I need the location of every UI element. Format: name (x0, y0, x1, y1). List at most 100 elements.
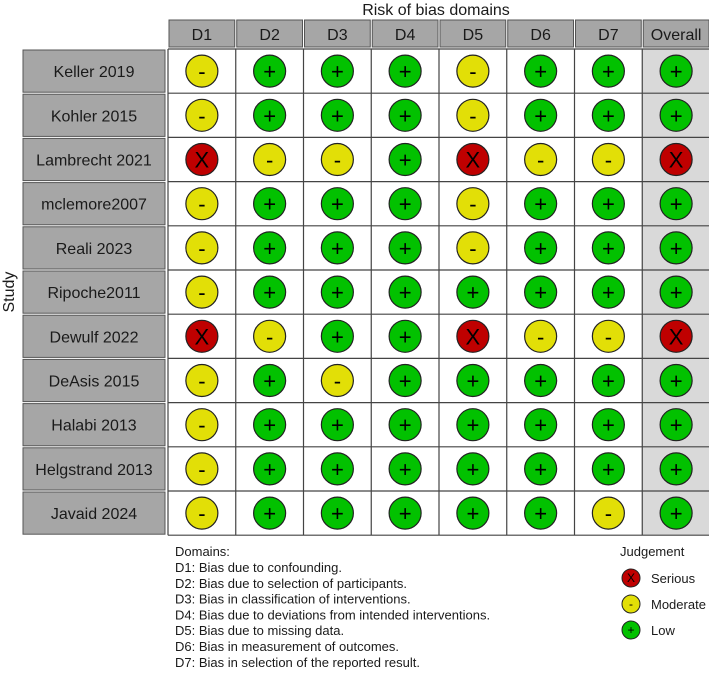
judgement-symbol: X (195, 324, 210, 349)
study-label: mclemore2007 (41, 197, 147, 214)
judgement-serious-mark (456, 142, 490, 177)
domain-header-label: D7 (598, 27, 619, 44)
judgement-symbol: - (469, 236, 476, 261)
judgement-low-mark (253, 187, 287, 221)
judgement-symbol: + (399, 280, 412, 305)
judgement-symbol: + (534, 103, 547, 128)
judgement-moderate-mark (253, 319, 287, 353)
study-label: Helgstrand 2013 (35, 462, 153, 479)
legend-swatch-symbol: X (627, 571, 635, 585)
domain-header-cell (371, 19, 439, 48)
domain-header-label: D3 (327, 27, 348, 44)
judgement-low-mark (524, 363, 558, 398)
study-label-cell (22, 270, 166, 314)
domain-header-cell (575, 19, 642, 48)
judgement-symbol: + (466, 457, 479, 482)
judgement-low-mark (659, 98, 693, 132)
judgement-low-mark (659, 408, 693, 442)
judgement-low-mark (659, 275, 693, 309)
study-label: DeAsis 2015 (49, 374, 140, 391)
judgement-low-mark (388, 275, 422, 309)
judgement-symbol: + (602, 103, 615, 128)
judgement-symbol: X (195, 148, 210, 173)
study-label-cell (22, 358, 166, 403)
judgement-symbol: + (534, 236, 547, 261)
judgement-low-mark (524, 187, 558, 221)
judgement-low-mark (524, 408, 558, 442)
legend-serious-swatch (621, 568, 641, 588)
judgement-low-mark (659, 54, 693, 88)
judgement-low-mark (659, 452, 693, 486)
judgement-symbol: + (399, 324, 412, 349)
judgement-symbol: + (670, 369, 683, 394)
judgement-moderate-mark (524, 319, 558, 353)
judgement-low-mark (253, 54, 287, 88)
judgement-symbol: + (602, 59, 615, 84)
judgement-low-mark (591, 231, 625, 265)
study-label: Kohler 2015 (51, 108, 137, 125)
domain-header-label: D2 (259, 27, 280, 44)
study-label: Javaid 2024 (51, 506, 137, 523)
judgement-low-mark (320, 54, 354, 88)
domain-header-label: D5 (463, 27, 484, 44)
judgement-symbol: - (198, 457, 205, 482)
judgement-symbol: - (198, 413, 205, 438)
judgement-low-mark (388, 408, 422, 442)
judgement-symbol: + (263, 280, 276, 305)
judgement-moderate-mark (456, 187, 490, 221)
judgement-symbol: + (466, 413, 479, 438)
domains-note-line: D7: Bias in selection of the reported re… (175, 655, 420, 670)
judgement-symbol: + (534, 59, 547, 84)
judgement-symbol: - (605, 148, 612, 173)
judgement-symbol: + (399, 236, 412, 261)
study-label-cell (22, 49, 166, 93)
judgement-low-mark (659, 496, 693, 530)
domains-note-heading: Domains: (175, 544, 230, 559)
judgement-low-mark (659, 363, 693, 398)
judgement-symbol: + (263, 369, 276, 394)
judgement-low-mark (591, 363, 625, 398)
judgement-symbol: + (534, 369, 547, 394)
judgement-symbol: - (605, 324, 612, 349)
legend-swatch-symbol: - (629, 597, 633, 611)
judgement-symbol: + (670, 280, 683, 305)
judgement-symbol: + (331, 324, 344, 349)
domains-note-line: D2: Bias due to selection of participant… (175, 576, 407, 591)
judgement-low-mark (591, 187, 625, 221)
judgement-moderate-mark (185, 275, 219, 309)
judgement-symbol: - (266, 148, 273, 173)
study-label: Keller 2019 (54, 64, 135, 81)
legend-label: Low (651, 623, 675, 638)
study-label: Reali 2023 (56, 241, 133, 258)
study-label-cell (22, 447, 166, 491)
judgement-symbol: + (331, 59, 344, 84)
judgement-moderate-mark (591, 319, 625, 353)
y-axis-label: Study (1, 272, 18, 313)
judgement-symbol: + (466, 280, 479, 305)
judgement-low-mark (320, 452, 354, 486)
judgement-symbol: X (466, 324, 481, 349)
judgement-low-mark (253, 363, 287, 398)
domains-note-line: D1: Bias due to confounding. (175, 560, 342, 575)
judgement-serious-mark (185, 142, 219, 177)
legend-low-swatch (621, 620, 641, 640)
judgement-symbol: - (537, 324, 544, 349)
domain-header-cell (304, 19, 371, 48)
judgement-moderate-mark (185, 231, 219, 265)
judgement-low-mark (456, 496, 490, 530)
judgement-serious-mark (659, 319, 693, 353)
domains-note-line: D4: Bias due to deviations from intended… (175, 607, 490, 622)
judgement-symbol: + (263, 457, 276, 482)
domain-header-cell (168, 19, 236, 48)
judgement-low-mark (253, 98, 287, 132)
judgement-symbol: - (469, 192, 476, 217)
judgement-low-mark (253, 408, 287, 442)
judgement-low-mark (591, 275, 625, 309)
judgement-symbol: - (605, 501, 612, 526)
domain-header-cell (642, 19, 709, 48)
judgement-symbol: X (669, 148, 684, 173)
judgement-symbol: + (399, 148, 412, 173)
judgement-symbol: + (331, 192, 344, 217)
judgement-symbol: - (537, 148, 544, 173)
judgement-low-mark (524, 452, 558, 486)
